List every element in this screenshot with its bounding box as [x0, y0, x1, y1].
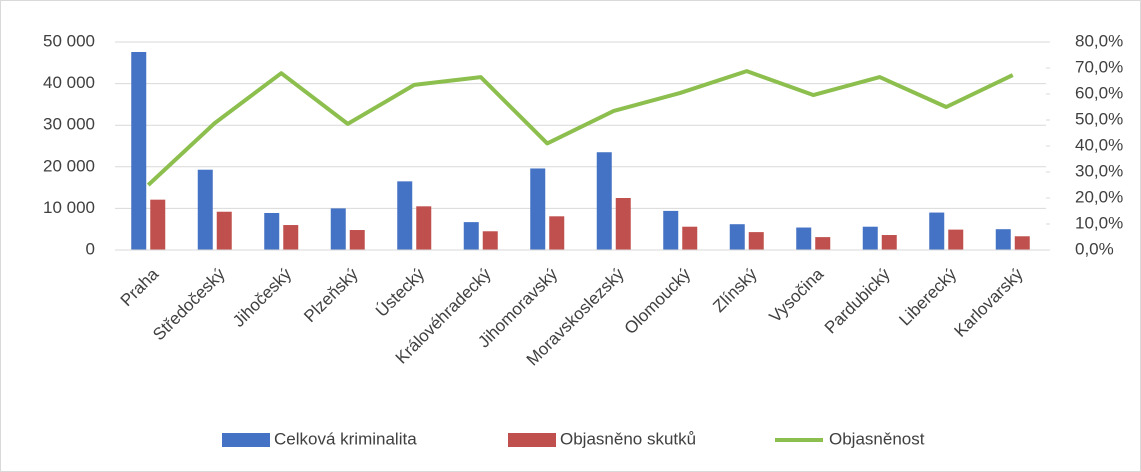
bar: [862, 226, 878, 250]
bar: [948, 229, 964, 250]
bar: [463, 222, 479, 250]
line-series: [146, 69, 1014, 187]
bar: [150, 199, 166, 250]
bar: [216, 211, 232, 250]
y2-tick-label: 80,0%: [1075, 31, 1123, 50]
y2-tick-label: 20,0%: [1075, 187, 1123, 206]
y-tick-label: 30 000: [43, 115, 95, 134]
y-tick-label: 10 000: [43, 198, 95, 217]
bar: [264, 212, 280, 250]
y2-tick-label: 40,0%: [1075, 135, 1123, 154]
bar: [416, 206, 432, 250]
bar: [330, 208, 346, 250]
y-tick-label: 50 000: [43, 31, 95, 50]
legend-swatch: [508, 433, 556, 447]
y2-tick-label: 60,0%: [1075, 83, 1123, 102]
legend-label: Objasněnost: [829, 429, 925, 448]
y-tick-label: 0: [86, 239, 95, 258]
y-tick-label: 20 000: [43, 156, 95, 175]
y2-tick-label: 10,0%: [1075, 213, 1123, 232]
bar: [929, 212, 945, 250]
bar: [615, 198, 631, 250]
bar: [995, 229, 1011, 250]
bar: [397, 181, 413, 250]
bar: [596, 152, 612, 250]
bar: [815, 237, 831, 250]
bar: [796, 227, 812, 250]
bar: [530, 168, 546, 250]
y2-tick-label: 30,0%: [1075, 161, 1123, 180]
y-tick-label: 40 000: [43, 73, 95, 92]
legend-label: Celková kriminalita: [274, 429, 417, 448]
bar: [682, 226, 698, 250]
legend-label: Objasněno skutků: [560, 429, 696, 448]
bar: [283, 225, 299, 250]
bar: [881, 235, 897, 250]
bar: [549, 216, 565, 250]
bar: [349, 230, 365, 250]
y2-tick-label: 0,0%: [1075, 239, 1114, 258]
legend-swatch: [222, 433, 270, 447]
bar: [131, 51, 147, 250]
y2-tick-label: 50,0%: [1075, 109, 1123, 128]
bar: [729, 224, 745, 250]
bar: [197, 169, 213, 250]
bar: [1014, 236, 1030, 250]
bar: [663, 210, 679, 250]
bar: [748, 232, 764, 250]
bar: [482, 231, 498, 250]
y2-tick-label: 70,0%: [1075, 57, 1123, 76]
